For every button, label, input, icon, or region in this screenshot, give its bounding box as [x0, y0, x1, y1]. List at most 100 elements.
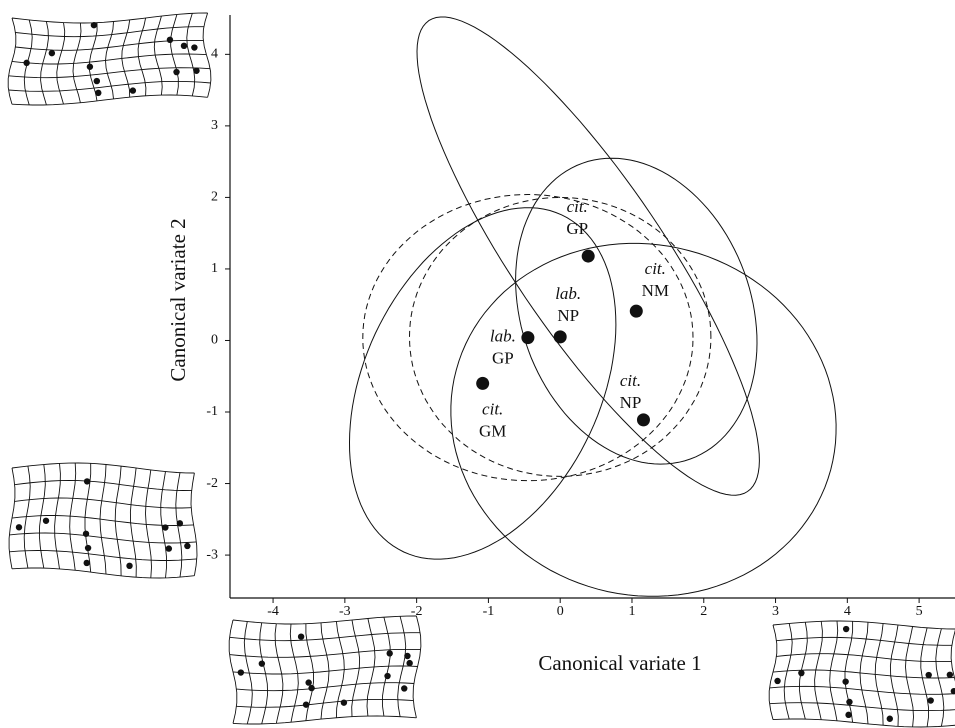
landmark [48, 49, 56, 57]
landmark [162, 524, 169, 531]
landmark [126, 562, 133, 570]
group-mean [476, 376, 490, 390]
grid-line [145, 469, 152, 578]
landmark [129, 87, 137, 94]
y-tick-label: 4 [211, 47, 218, 62]
x-tick-label: 2 [700, 604, 707, 619]
landmark [95, 89, 102, 97]
y-tick-label: 1 [211, 261, 218, 276]
landmark [15, 524, 23, 531]
grid-line [11, 53, 207, 65]
point-prefix: cit. [567, 197, 588, 216]
group-mean [629, 304, 643, 318]
grid-line [14, 480, 192, 491]
landmark [82, 530, 90, 537]
point-label: GP [492, 349, 514, 368]
x-tick-label: -2 [411, 604, 423, 619]
grid-line [232, 615, 417, 625]
landmark [184, 542, 191, 550]
x-tick-label: 5 [916, 604, 923, 619]
grid-line [232, 665, 418, 675]
landmark [927, 697, 934, 704]
landmark [774, 677, 781, 685]
landmark [384, 672, 391, 680]
grid-line [38, 464, 46, 569]
confidence-ellipse [416, 16, 760, 496]
landmark [237, 669, 245, 676]
landmark [925, 671, 932, 679]
landmark [90, 21, 98, 29]
confidence-ellipse [408, 196, 712, 477]
point-prefix: lab. [490, 327, 516, 346]
deformation-grid [768, 620, 955, 728]
landmark [846, 698, 853, 706]
y-tick-label: 0 [211, 333, 218, 348]
point-label: NM [642, 281, 669, 300]
grid-line [769, 702, 955, 712]
landmark [258, 660, 266, 667]
y-tick-label: -1 [206, 404, 218, 419]
deformation-grid [7, 12, 212, 106]
landmark [886, 715, 893, 722]
confidence-ellipse [515, 157, 758, 465]
landmark [297, 633, 305, 640]
grid-line [8, 467, 16, 569]
x-tick-label: -4 [267, 604, 279, 619]
grid-line [202, 12, 212, 98]
y-tick-label: 3 [211, 118, 218, 133]
y-tick-label: -2 [206, 476, 218, 491]
landmark [842, 678, 849, 685]
grid-line [14, 497, 192, 509]
confidence-ellipse [450, 242, 837, 597]
landmark [173, 68, 180, 76]
confidence-ellipse [348, 207, 617, 560]
grid-line [772, 718, 955, 728]
landmark [946, 671, 954, 678]
y-tick-label: 2 [211, 190, 218, 205]
grid-line [8, 67, 211, 79]
landmark [191, 44, 198, 51]
landmark [386, 650, 393, 657]
x-tick-label: 0 [557, 604, 564, 619]
grid-line [772, 620, 955, 630]
y-axis-title: Canonical variate 2 [166, 218, 190, 381]
grid-line [8, 80, 211, 92]
grid-line [11, 462, 195, 474]
grid-line [229, 632, 421, 642]
grid-line [9, 532, 197, 544]
landmark [401, 685, 408, 692]
grid-line [232, 715, 417, 725]
landmark [165, 545, 173, 552]
landmark [83, 478, 91, 485]
grid-line [40, 21, 49, 106]
point-prefix: lab. [555, 284, 581, 303]
landmark [950, 687, 955, 695]
point-prefix: cit. [645, 259, 666, 278]
point-prefix: cit. [620, 371, 641, 390]
grid-line [11, 94, 208, 106]
x-tick-label: -3 [339, 604, 351, 619]
grid-line [7, 17, 17, 105]
landmark [180, 42, 188, 50]
landmark [176, 520, 184, 527]
landmark [305, 679, 312, 686]
point-label: NP [557, 306, 579, 325]
group-mean [636, 413, 650, 427]
landmark [42, 517, 50, 524]
landmark [166, 36, 174, 44]
grid-line [776, 653, 952, 663]
grid-line [236, 682, 414, 692]
landmark [84, 544, 92, 552]
point-label: NP [620, 393, 642, 412]
grid-line [11, 515, 194, 526]
landmark [93, 77, 101, 85]
landmark [798, 669, 805, 677]
grid-line [153, 15, 163, 96]
landmark [86, 63, 94, 70]
landmark [23, 59, 30, 67]
confidence-ellipse [362, 193, 694, 482]
landmark [83, 559, 90, 567]
grid-line [236, 698, 414, 708]
landmark [302, 701, 310, 708]
